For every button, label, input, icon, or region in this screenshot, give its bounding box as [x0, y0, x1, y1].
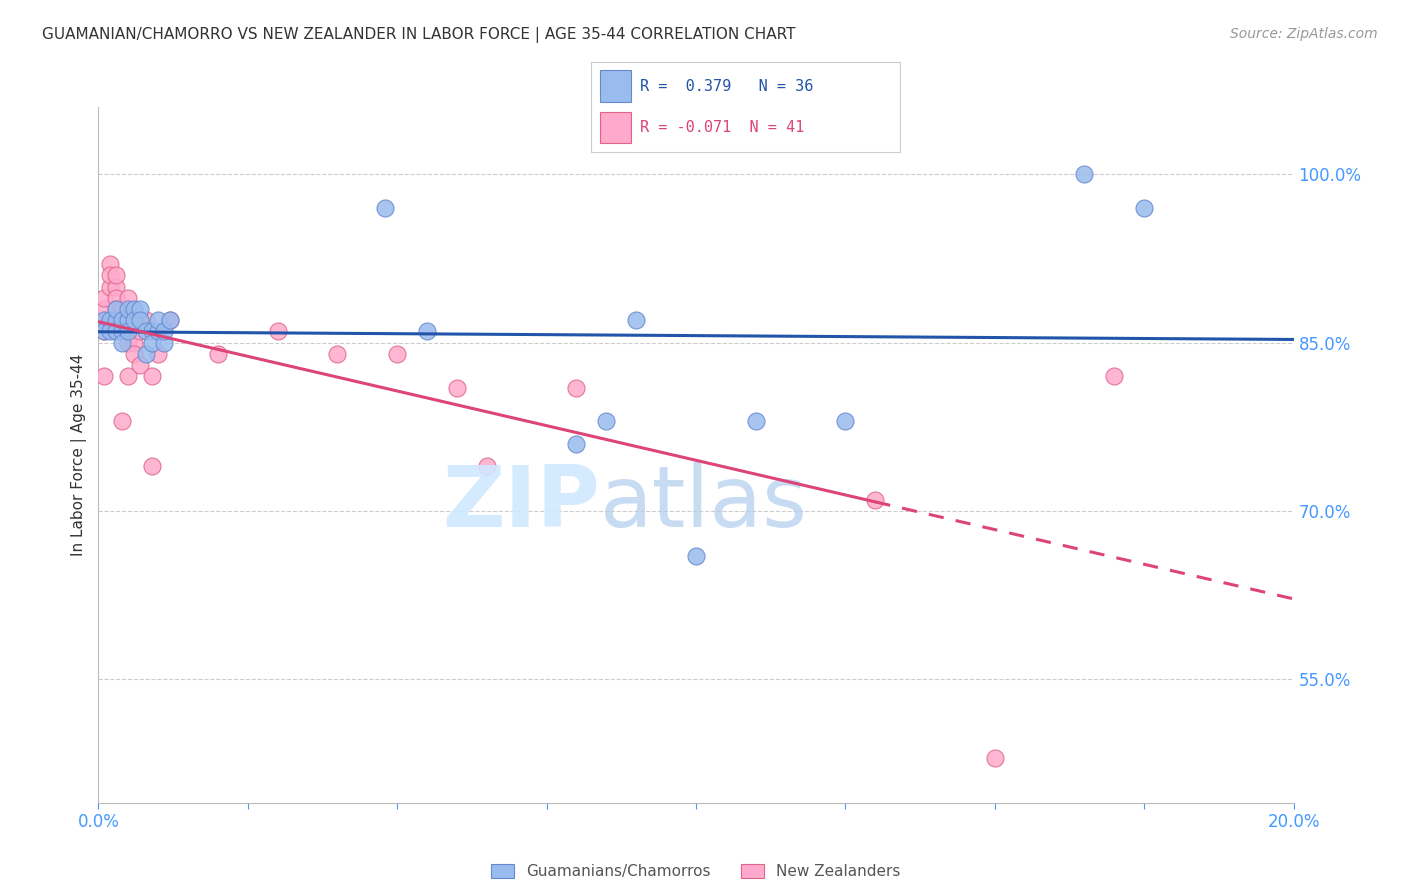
Point [105, 325, 128, 339]
Point [267, 325, 290, 339]
Point [124, 301, 146, 316]
Point [100, 257, 122, 271]
Point [1133, 201, 1156, 215]
Point [93, 301, 115, 316]
Point [865, 492, 887, 507]
Point [93, 325, 115, 339]
Point [111, 313, 134, 327]
Point [111, 414, 134, 428]
Point [105, 301, 128, 316]
Bar [600, 70, 631, 102]
Point [141, 335, 163, 350]
Point [117, 313, 139, 327]
Point [1104, 369, 1126, 384]
Point [124, 335, 146, 350]
Point [105, 291, 128, 305]
Point [93, 325, 115, 339]
Point [141, 325, 163, 339]
Point [100, 325, 122, 339]
Point [834, 414, 856, 428]
Point [148, 313, 170, 327]
Point [124, 347, 146, 361]
Point [1073, 167, 1095, 181]
Point [374, 201, 396, 215]
Point [385, 347, 409, 361]
Point [111, 313, 134, 327]
Bar [600, 112, 631, 143]
Point [117, 325, 139, 339]
Point [117, 335, 139, 350]
Text: atlas: atlas [600, 462, 808, 545]
Point [111, 301, 134, 316]
Point [117, 313, 139, 327]
Text: Source: ZipAtlas.com: Source: ZipAtlas.com [1230, 27, 1378, 41]
Point [141, 459, 163, 474]
Point [100, 268, 122, 283]
Point [475, 459, 498, 474]
Point [565, 436, 588, 450]
Point [984, 751, 1007, 765]
Point [100, 279, 122, 293]
Point [93, 369, 115, 384]
Point [446, 381, 468, 395]
Point [105, 268, 128, 283]
Point [105, 325, 128, 339]
Point [416, 325, 439, 339]
Point [111, 325, 134, 339]
Point [129, 301, 152, 316]
Point [117, 369, 139, 384]
Point [129, 358, 152, 372]
Text: ZIP: ZIP [443, 462, 600, 545]
Point [124, 313, 146, 327]
Point [93, 291, 115, 305]
Text: R = -0.071  N = 41: R = -0.071 N = 41 [640, 120, 804, 135]
Point [626, 313, 648, 327]
Point [135, 347, 157, 361]
Point [159, 313, 181, 327]
Point [135, 325, 157, 339]
Point [111, 335, 134, 350]
Point [135, 313, 157, 327]
Text: GUAMANIAN/CHAMORRO VS NEW ZEALANDER IN LABOR FORCE | AGE 35-44 CORRELATION CHART: GUAMANIAN/CHAMORRO VS NEW ZEALANDER IN L… [42, 27, 796, 43]
Point [148, 325, 170, 339]
Point [153, 335, 176, 350]
Point [565, 381, 588, 395]
Point [105, 301, 128, 316]
Point [93, 313, 115, 327]
Point [745, 414, 768, 428]
Point [595, 414, 617, 428]
Point [129, 313, 152, 327]
Point [159, 313, 181, 327]
Point [153, 325, 176, 339]
Point [124, 313, 146, 327]
Point [117, 301, 139, 316]
Text: R =  0.379   N = 36: R = 0.379 N = 36 [640, 79, 814, 94]
Point [105, 279, 128, 293]
Point [105, 313, 128, 327]
Point [685, 549, 707, 563]
Legend: Guamanians/Chamorros, New Zealanders: Guamanians/Chamorros, New Zealanders [485, 858, 907, 886]
Point [207, 347, 229, 361]
Point [148, 347, 170, 361]
Point [117, 291, 139, 305]
Point [326, 347, 349, 361]
Point [129, 325, 152, 339]
Y-axis label: In Labor Force | Age 35-44: In Labor Force | Age 35-44 [72, 354, 87, 556]
Point [141, 369, 163, 384]
Point [100, 313, 122, 327]
Point [93, 313, 115, 327]
Point [111, 313, 134, 327]
